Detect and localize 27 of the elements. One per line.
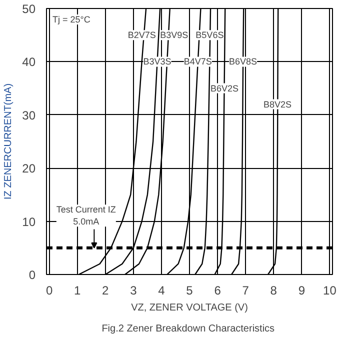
- y-tick-label: 0: [28, 268, 36, 282]
- annotation: Test Current IZ 5.0mA: [56, 204, 116, 227]
- annotation: B8V2S: [264, 99, 292, 110]
- x-tick-label: 0: [46, 284, 53, 298]
- x-tick-label: 1: [74, 284, 82, 298]
- x-tick-label: 2: [102, 284, 110, 298]
- annotation: B5V6S: [196, 30, 224, 40]
- annotation: B6V2S: [210, 83, 239, 94]
- y-tick-label: 40: [22, 55, 36, 70]
- annotation: Tj = 25°C: [52, 14, 91, 24]
- text: Fig.2 Zener Breakdown Characteristics: [102, 324, 275, 334]
- y-tick-label: 20: [22, 162, 36, 176]
- x-tick-label: 5: [186, 284, 194, 298]
- x-axis-title: VZ, ZENER VOLTAGE (V): [131, 302, 248, 314]
- x-tick-label: 3: [130, 284, 138, 298]
- x-tick-label: 7: [242, 284, 250, 298]
- x-tick-label: 4: [158, 284, 166, 298]
- y-axis-title: IZ ZENERCURRENT(mA): [3, 83, 14, 200]
- x-tick-label: 9: [298, 284, 306, 298]
- annotation: B2V7S: [128, 30, 156, 40]
- y-tick-label: 50: [22, 2, 36, 16]
- x-tick-label: 10: [323, 284, 337, 298]
- y-tick-label: 30: [22, 108, 36, 122]
- x-tick-label: 8: [270, 284, 278, 298]
- y-tick-label: 10: [22, 214, 36, 229]
- annotation: B3V9S: [160, 30, 188, 40]
- x-tick-label: 6: [214, 284, 222, 298]
